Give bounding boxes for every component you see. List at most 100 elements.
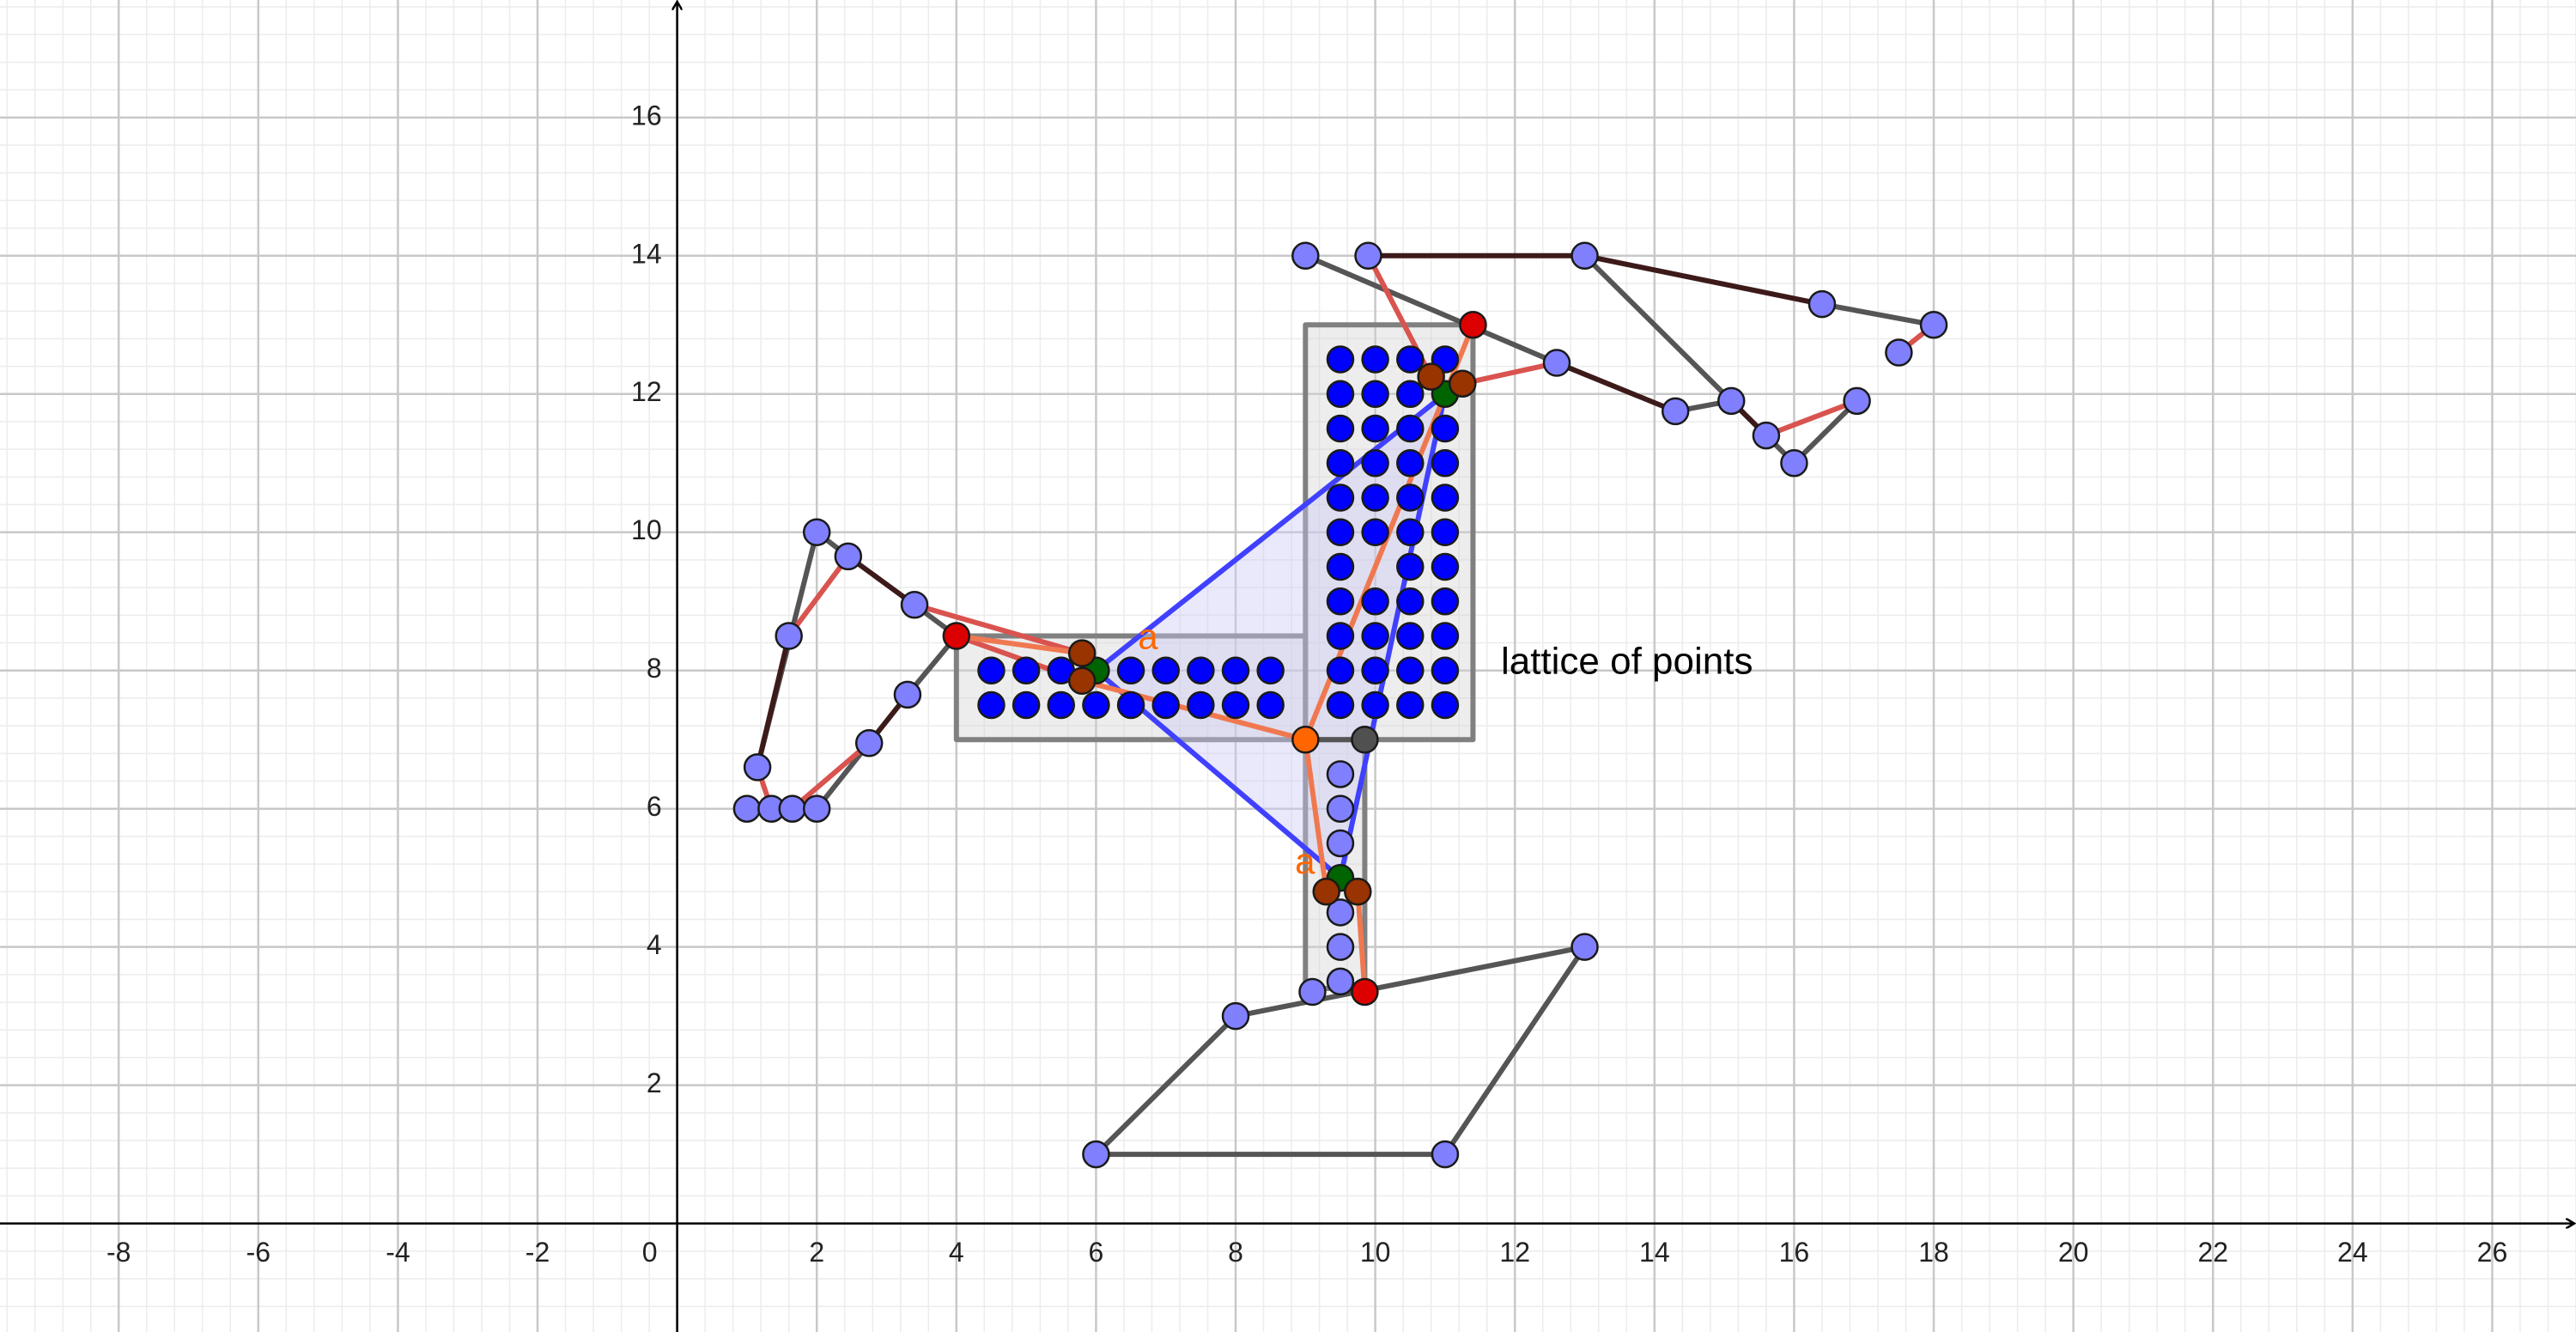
point	[1396, 587, 1425, 616]
point	[1361, 484, 1389, 512]
point	[1843, 386, 1871, 416]
x-tick-label: 26	[2477, 1237, 2508, 1268]
point	[1012, 690, 1041, 720]
point	[1361, 587, 1389, 616]
point	[1326, 760, 1355, 788]
point	[1361, 622, 1389, 650]
y-tick-label: 4	[647, 929, 662, 960]
point	[1047, 690, 1076, 720]
point	[1361, 345, 1389, 374]
point	[1326, 552, 1355, 581]
point	[732, 794, 762, 823]
point	[1361, 518, 1389, 547]
point	[1361, 690, 1389, 720]
point	[1431, 449, 1460, 477]
x-tick-label: -8	[106, 1237, 131, 1268]
polygon	[1093, 391, 1448, 881]
polygon	[953, 633, 1309, 743]
annotation: lattice of points	[1501, 640, 1753, 682]
point	[1396, 552, 1425, 581]
point	[1221, 690, 1250, 720]
segment	[1763, 398, 1860, 439]
segment	[1460, 360, 1560, 386]
point	[1312, 878, 1340, 906]
point	[1431, 587, 1460, 616]
point	[802, 794, 831, 823]
point	[834, 542, 863, 571]
point	[1542, 349, 1571, 377]
point	[1291, 725, 1320, 754]
point	[1082, 690, 1110, 720]
point	[1361, 414, 1389, 443]
point	[1431, 552, 1460, 581]
point	[1326, 414, 1355, 443]
x-tick-label: 24	[2337, 1237, 2368, 1268]
segment	[1355, 889, 1368, 994]
point	[1431, 656, 1460, 684]
point	[1717, 386, 1746, 416]
point	[1396, 518, 1425, 547]
x-tick-label: 10	[1360, 1237, 1391, 1268]
point	[1431, 518, 1460, 547]
point	[1326, 794, 1355, 823]
point	[778, 794, 807, 823]
point	[1151, 690, 1180, 720]
point	[1151, 656, 1180, 684]
point	[1116, 690, 1145, 720]
point	[1780, 449, 1808, 477]
y-tick-label: 10	[631, 514, 662, 545]
point	[1396, 656, 1425, 684]
point	[1431, 690, 1460, 720]
x-tick-label: 20	[2058, 1237, 2089, 1268]
segment	[1303, 737, 1329, 895]
point	[1396, 484, 1425, 512]
point	[1082, 1140, 1110, 1169]
point	[1326, 829, 1355, 858]
point	[1431, 414, 1460, 443]
point	[1067, 666, 1097, 696]
segment	[953, 633, 1085, 656]
point	[1396, 690, 1425, 720]
point	[1449, 369, 1477, 398]
segment	[755, 633, 792, 770]
point	[1431, 622, 1460, 650]
point	[1431, 1140, 1460, 1169]
segment	[1303, 252, 1560, 366]
point	[1459, 311, 1487, 339]
point	[775, 622, 803, 650]
point	[1221, 1001, 1250, 1031]
x-tick-label: 16	[1779, 1237, 1810, 1268]
point	[1396, 345, 1425, 374]
point	[1396, 380, 1425, 409]
point	[1396, 622, 1425, 650]
point	[1752, 421, 1781, 450]
segment	[1819, 301, 1937, 328]
point	[1298, 977, 1327, 1007]
point	[942, 622, 971, 650]
x-tick-label: 12	[1499, 1237, 1530, 1268]
point	[1326, 898, 1355, 927]
x-tick-label: 18	[1918, 1237, 1949, 1268]
point	[977, 656, 1005, 684]
segment	[1554, 360, 1679, 414]
point	[1431, 484, 1460, 512]
segment	[786, 553, 851, 639]
x-tick-label: -2	[526, 1237, 550, 1268]
x-tick-label: 4	[949, 1237, 964, 1268]
point	[1571, 241, 1599, 271]
point	[977, 690, 1005, 720]
segment	[1582, 252, 1860, 466]
y-tick-label: 14	[631, 238, 662, 269]
point	[1326, 656, 1355, 684]
point	[1187, 690, 1215, 720]
y-tick-label: 12	[631, 376, 662, 407]
point	[1571, 933, 1599, 961]
point	[854, 728, 884, 757]
point	[1396, 449, 1425, 477]
y-tick-label: 6	[647, 791, 662, 822]
point	[1326, 380, 1355, 409]
x-tick-label: 6	[1089, 1237, 1104, 1268]
point	[1919, 311, 1948, 339]
point	[900, 591, 929, 619]
